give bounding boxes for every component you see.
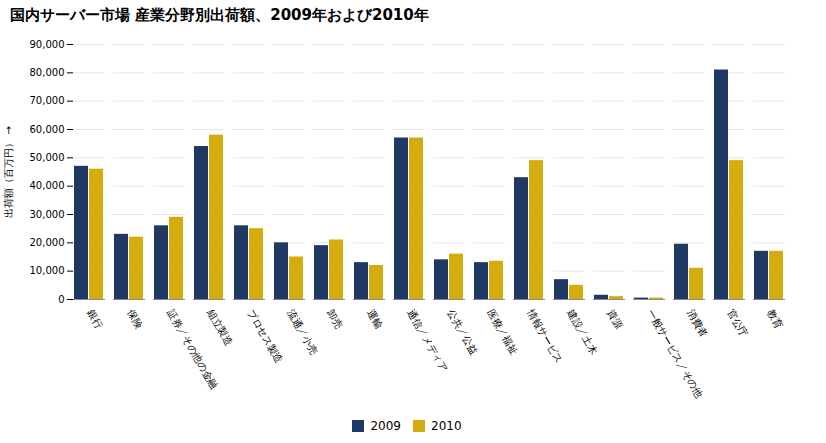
html-text:2010: 2010 <box>431 418 462 433</box>
svg-text:80,000: 80,000 <box>30 67 65 78</box>
svg-text:プロセス製造: プロセス製造 <box>245 308 285 365</box>
svg-text:通信／メディア: 通信／メディア <box>405 308 450 374</box>
svg-text:20,000: 20,000 <box>30 237 65 248</box>
svg-text:卸売: 卸売 <box>325 308 345 331</box>
svg-text:90,000: 90,000 <box>30 39 65 50</box>
svg-text:公共／公益: 公共／公益 <box>445 308 480 357</box>
svg-text:40,000: 40,000 <box>30 180 65 191</box>
svg-text:保険: 保険 <box>125 308 145 331</box>
svg-text:消費者: 消費者 <box>685 308 710 339</box>
html-text:2009: 2009 <box>370 418 401 433</box>
svg-text:医療／福祉: 医療／福祉 <box>485 308 520 357</box>
svg-text:証券／その他の金融: 証券／その他の金融 <box>165 307 220 391</box>
html-text:国内サーバー市場 産業分野別出荷額、2009年および2010: 国内サーバー市場 産業分野別出荷額、2009年および2010年 <box>10 6 429 24</box>
svg-text:教育: 教育 <box>765 308 785 331</box>
svg-text:60,000: 60,000 <box>30 124 65 135</box>
svg-text:30,000: 30,000 <box>30 209 65 220</box>
svg-text:官公庁: 官公庁 <box>725 308 750 339</box>
svg-text:銀行: 銀行 <box>85 308 105 331</box>
svg-text:出荷額（百万円） →: 出荷額（百万円） → <box>3 126 14 218</box>
svg-text:組立製造: 組立製造 <box>204 307 234 348</box>
svg-text:流通／小売: 流通／小売 <box>285 308 320 357</box>
svg-text:運輸: 運輸 <box>365 308 385 331</box>
svg-text:70,000: 70,000 <box>30 95 65 106</box>
svg-text:一般サービス／その他: 一般サービス／その他 <box>645 307 705 400</box>
svg-text:10,000: 10,000 <box>30 265 65 276</box>
svg-text:0: 0 <box>58 294 64 305</box>
svg-text:建設／土木: 建設／土木 <box>564 307 599 357</box>
svg-text:資源: 資源 <box>605 308 625 331</box>
svg-text:50,000: 50,000 <box>30 152 65 163</box>
svg-text:情報サービス: 情報サービス <box>524 307 564 365</box>
